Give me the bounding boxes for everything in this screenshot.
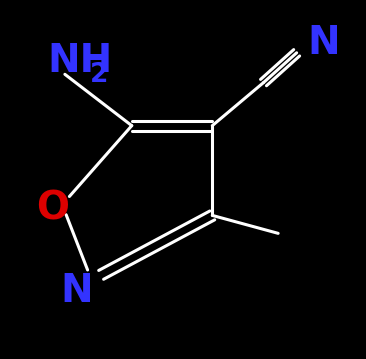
- Text: N: N: [60, 272, 93, 310]
- Text: O: O: [37, 189, 70, 227]
- Text: NH: NH: [48, 42, 113, 80]
- Text: 2: 2: [90, 62, 108, 88]
- Text: N: N: [307, 24, 340, 62]
